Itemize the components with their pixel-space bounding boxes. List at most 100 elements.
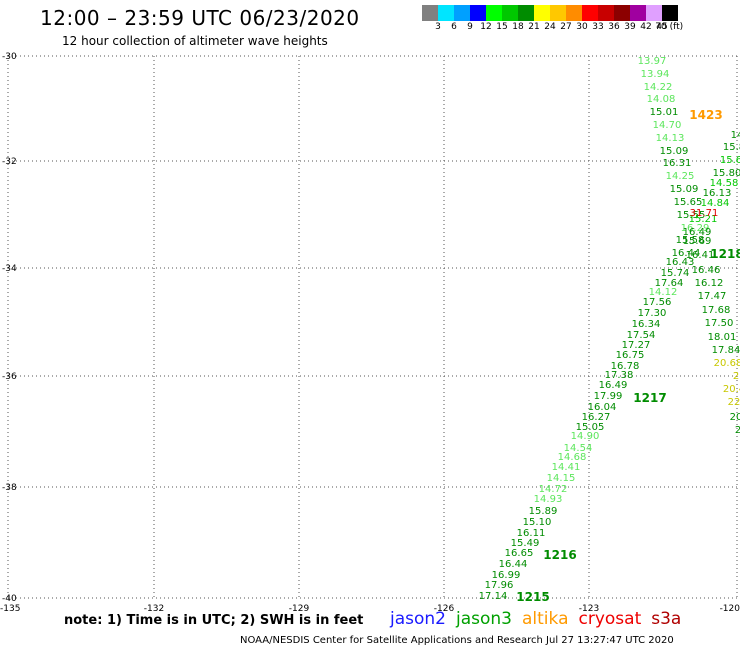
pass-time-label: 1217 [633, 391, 666, 405]
wave-height-value: 22 [728, 397, 740, 408]
color-scale-label: 3 [435, 22, 441, 32]
wave-height-value: 17.38 [605, 370, 634, 381]
wave-height-value: 14 [731, 130, 740, 141]
wave-height-value: 15.58 [676, 235, 705, 246]
wave-height-value: 14.68 [558, 452, 587, 463]
mission-label-cryosat: cryosat [578, 609, 642, 629]
mission-label-altika: altika [522, 609, 569, 629]
lon-label: -135 [0, 604, 20, 614]
wave-height-value: 17.68 [702, 305, 731, 316]
wave-height-value: 14.90 [571, 431, 600, 442]
color-scale-label: 18 [512, 22, 524, 32]
wave-height-value: 15.65 [674, 197, 703, 208]
wave-height-value: 14.22 [644, 82, 673, 93]
wave-height-value: 15.09 [670, 184, 699, 195]
wave-height-value: 14.15 [547, 473, 576, 484]
wave-height-value: 17.84 [712, 345, 740, 356]
color-scale-label: 12 [480, 22, 492, 32]
mission-label-jason3: jason3 [456, 609, 512, 629]
wave-height-value: 20 [730, 412, 740, 423]
wave-height-value: 15.8 [723, 142, 740, 153]
wave-height-value: 16.49 [683, 227, 712, 238]
lat-label: -36 [2, 372, 17, 382]
wave-height-value: 16.43 [666, 257, 695, 268]
wave-height-value: 15.01 [650, 107, 679, 118]
wave-height-value: 16.75 [616, 350, 645, 361]
wave-height-value: 17.30 [638, 308, 667, 319]
color-scale-label: 45 [656, 22, 668, 32]
wave-height-value: 15.05 [576, 422, 605, 433]
lon-label: -126 [434, 604, 455, 614]
wave-height-value: 15.80 [713, 168, 740, 179]
color-swatch [598, 5, 614, 21]
mission-label-jason2: jason2 [390, 609, 446, 629]
wave-height-value: 17.50 [705, 318, 734, 329]
color-swatch [502, 5, 518, 21]
wave-height-value: 15.69 [683, 236, 712, 247]
lon-label: -120 [720, 604, 740, 614]
color-swatch [422, 5, 438, 21]
lon-label: -132 [144, 604, 164, 614]
wave-height-value: 14.70 [653, 120, 682, 131]
wave-height-value: 16.11 [517, 528, 546, 539]
wave-height-value: 17.64 [655, 278, 684, 289]
page-title: 12:00 – 23:59 UTC 06/23/2020 [40, 6, 360, 30]
wave-height-value: 17.47 [698, 291, 727, 302]
lat-label: -32 [2, 157, 17, 167]
color-scale [422, 5, 678, 21]
color-swatch [566, 5, 582, 21]
wave-height-value: 14.12 [649, 287, 678, 298]
wave-height-value: 16.12 [695, 278, 724, 289]
wave-height-value: 17.96 [485, 580, 514, 591]
lat-label: -30 [2, 52, 17, 62]
axis-labels: -30 -32 -34 -36 -38 -40-135 -132 -129 -126 -123 -1… [0, 52, 740, 614]
wave-height-value: 17.56 [643, 297, 672, 308]
wave-height-value: 15.89 [529, 506, 558, 517]
mission-legend: jason2 jason3 altika cryosat s3a [390, 609, 691, 629]
lat-label: -34 [2, 264, 17, 274]
color-scale-label: 36 [608, 22, 620, 32]
wave-height-value: 17.54 [627, 330, 656, 341]
color-scale-label: 21 [528, 22, 540, 32]
wave-height-value: 16.65 [505, 548, 534, 559]
color-scale-label: 24 [544, 22, 556, 32]
color-swatch [614, 5, 630, 21]
color-swatch [550, 5, 566, 21]
color-scale-label: 42 [640, 22, 652, 32]
color-swatch [470, 5, 486, 21]
pass-time-label: 1216 [543, 548, 576, 562]
wave-height-value: 13.94 [641, 69, 670, 80]
color-scale-label: 27 [560, 22, 572, 32]
wave-height-value: 17.27 [622, 340, 651, 351]
wave-height-value: 14.58 [710, 178, 739, 189]
footer-credit: NOAA/NESDIS Center for Satellite Applica… [240, 635, 674, 646]
wave-height-value: 15.55 [677, 210, 706, 221]
wave-height-value: 14.13 [656, 133, 685, 144]
wave-height-value: 14.08 [647, 94, 676, 105]
color-swatch [486, 5, 502, 21]
wave-height-value: 14.54 [564, 443, 593, 454]
pass-time-label: 1218 [710, 247, 740, 261]
wave-height-value: 20.4 [723, 384, 740, 395]
wave-height-value: 16.44 [499, 559, 528, 570]
wave-height-value: 13.97 [638, 56, 667, 67]
color-swatch [582, 5, 598, 21]
pass-time-labels: 1423 1218 1217 1216 1215 [516, 108, 740, 604]
wave-height-value: 14.84 [701, 198, 730, 209]
wave-height-value: 18.01 [708, 332, 737, 343]
wave-height-value: 15.21 [689, 214, 718, 225]
color-scale-label: 33 [592, 22, 604, 32]
wave-height-value: 15.6 [720, 155, 740, 166]
lat-label: -40 [2, 594, 17, 604]
wave-height-value: 17.99 [594, 391, 623, 402]
color-scale-label: 9 [467, 22, 473, 32]
color-scale-label: 15 [496, 22, 508, 32]
wave-height-value: 16.49 [599, 380, 628, 391]
wave-height-value: 17.14 [479, 591, 508, 602]
wave-height-value: 16.99 [492, 570, 521, 581]
color-scale-label: 39 [624, 22, 636, 32]
wave-height-value: 16.44 [672, 248, 701, 259]
color-swatch [438, 5, 454, 21]
